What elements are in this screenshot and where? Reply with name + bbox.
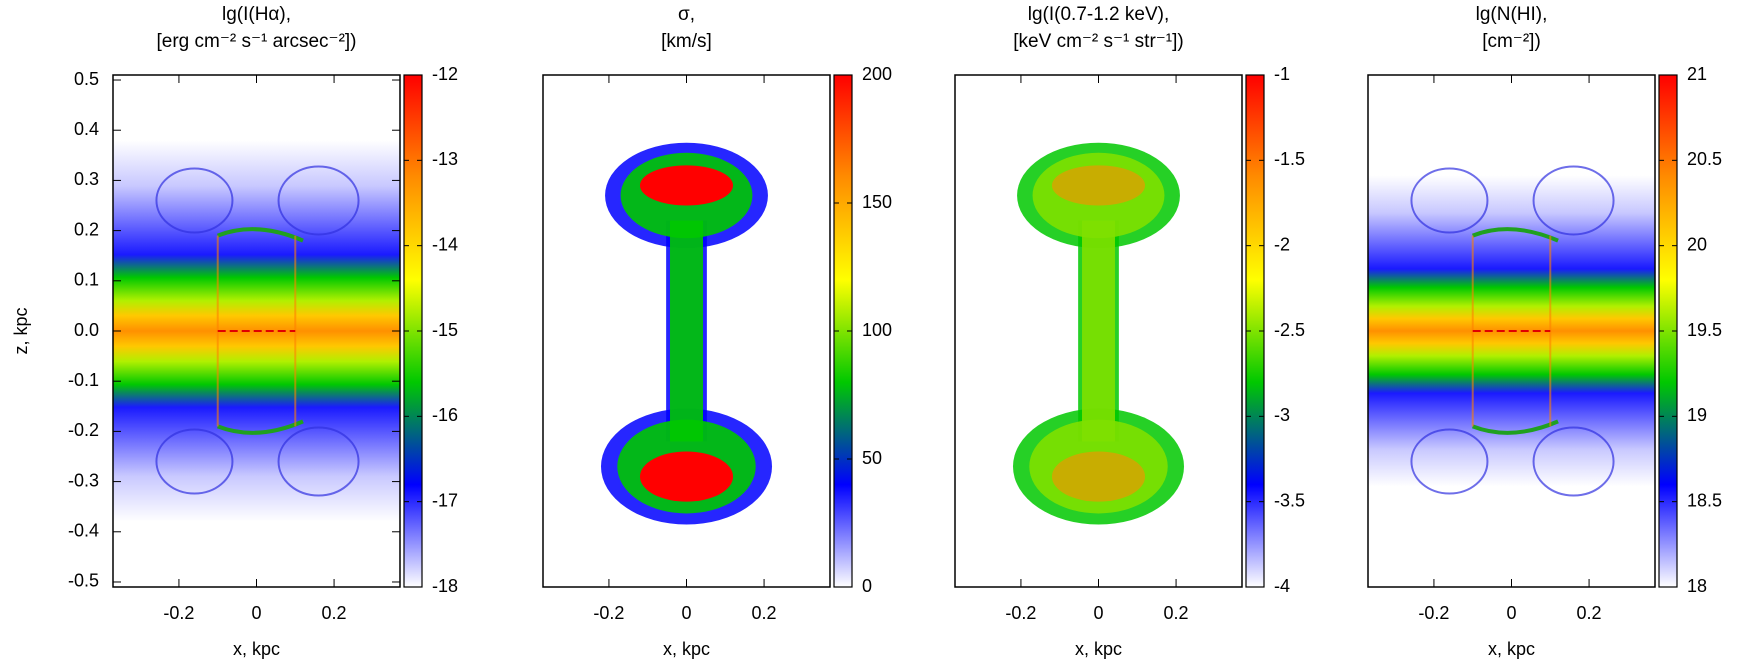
panel-title: [cm⁻²]) — [1482, 31, 1541, 52]
colorbar-tick-label: -14 — [432, 234, 458, 254]
filament — [155, 428, 234, 495]
colorbar-tick-label: -1 — [1274, 64, 1290, 84]
colorbar-tick-label: -4 — [1274, 576, 1290, 596]
filament — [1471, 331, 1552, 427]
x-tick-label: 0 — [681, 603, 691, 623]
y-tick-label: 0.0 — [74, 320, 99, 340]
x-tick-label: -0.2 — [593, 603, 624, 623]
panel-title: [km/s] — [661, 31, 712, 52]
panel: -0.2 0 0.2 x, kpc lg(I(0.7-1.2 keV), [keV cm⁻… — [954, 4, 1305, 659]
colorbar-tick-label: -16 — [432, 405, 458, 425]
x-axis-label: x, kpc — [663, 639, 710, 659]
panel-title: lg(I(0.7-1.2 keV), — [1028, 4, 1170, 25]
y-tick-label: -0.4 — [68, 521, 99, 541]
x-tick-label: 0.2 — [1577, 603, 1602, 623]
x-tick-label: 0 — [1506, 603, 1516, 623]
filament — [216, 235, 297, 331]
filament — [1410, 428, 1489, 495]
x-tick-label: 0.2 — [752, 603, 777, 623]
colorbar-tick-label: -3.5 — [1274, 490, 1305, 510]
colorbar-tick-label: -17 — [432, 490, 458, 510]
panel-title: lg(N(HI), — [1476, 4, 1548, 25]
panel-title: [keV cm⁻² s⁻¹ str⁻¹]) — [1013, 31, 1183, 52]
x-tick-label: 0 — [1093, 603, 1103, 623]
x-tick-label: 0.2 — [1164, 603, 1189, 623]
colorbar-tick-label: -18 — [432, 576, 458, 596]
colorbar-tick-label: 18.5 — [1687, 490, 1722, 510]
panel-title: [erg cm⁻² s⁻¹ arcsec⁻²]) — [156, 31, 356, 52]
y-tick-label: -0.2 — [68, 420, 99, 440]
colorbar-tick-label: 20.5 — [1687, 149, 1722, 169]
filament — [277, 426, 360, 497]
x-tick-label: -0.2 — [1005, 603, 1036, 623]
colorbar-tick-label: 18 — [1687, 576, 1707, 596]
panel: -0.2 0 0.2 x, kpc σ, [km/s] 0 50 100 150 200 — [542, 4, 892, 659]
filament — [1532, 426, 1615, 497]
x-tick-label: 0 — [251, 603, 261, 623]
colorbar-tick-label: 0 — [862, 576, 872, 596]
panel: -0.2 0 0.2 -0.5 -0.4 -0.3 -0.2 -0.1 0.0 0.1 0.2 0.3… — [11, 4, 458, 659]
heatmap — [543, 75, 830, 587]
x-axis-label: x, kpc — [1075, 639, 1122, 659]
colorbar-tick-label: -2 — [1274, 234, 1290, 254]
y-tick-label: 0.1 — [74, 270, 99, 290]
panel-title: σ, — [678, 4, 695, 25]
jet — [670, 220, 703, 442]
y-tick-label: -0.3 — [68, 470, 99, 490]
x-tick-label: -0.2 — [1418, 603, 1449, 623]
colorbar-tick-label: 20 — [1687, 234, 1707, 254]
filament — [216, 419, 304, 435]
lobe-core — [1051, 165, 1146, 206]
y-tick-label: 0.2 — [74, 219, 99, 239]
y-tick-label: 0.4 — [74, 119, 99, 139]
heatmap — [113, 75, 400, 587]
panel-title: lg(I(Hα), — [222, 4, 291, 25]
colorbar-tick-label: 200 — [862, 64, 892, 84]
lobe-core — [639, 451, 734, 502]
colorbar-tick-label: 50 — [862, 448, 882, 468]
lobe-core — [639, 165, 734, 206]
colorbar-tick-label: -13 — [432, 149, 458, 169]
colorbar-tick-label: 21 — [1687, 64, 1707, 84]
colorbar-tick-label: -2.5 — [1274, 320, 1305, 340]
colorbar-tick-label: 150 — [862, 192, 892, 212]
x-tick-label: 0.2 — [322, 603, 347, 623]
colorbar-tick-label: 19.5 — [1687, 320, 1722, 340]
filament — [1471, 235, 1552, 331]
colorbar-tick-label: -15 — [432, 320, 458, 340]
filament — [1471, 419, 1559, 435]
colorbar-tick-label: 100 — [862, 320, 892, 340]
colorbar-tick-label: -1.5 — [1274, 149, 1305, 169]
y-tick-label: 0.5 — [74, 69, 99, 89]
colorbar-tick-label: 19 — [1687, 405, 1707, 425]
x-axis-label: x, kpc — [233, 639, 280, 659]
filament — [1471, 227, 1559, 243]
colorbar-tick-label: -12 — [432, 64, 458, 84]
lobe-core — [1051, 451, 1146, 502]
filament — [155, 167, 234, 234]
filament — [277, 165, 360, 236]
filament — [216, 227, 304, 243]
jet — [1082, 220, 1115, 442]
filament — [1410, 167, 1489, 234]
x-tick-label: -0.2 — [163, 603, 194, 623]
heatmap — [955, 75, 1242, 587]
filament — [1532, 165, 1615, 236]
y-axis-label: z, kpc — [11, 307, 31, 354]
heatmap — [1368, 75, 1655, 587]
y-tick-label: -0.5 — [68, 571, 99, 591]
filament — [216, 331, 297, 427]
panel: -0.2 0 0.2 x, kpc lg(N(HI), [cm⁻²]) 18 18.5 19 19… — [1367, 4, 1722, 659]
y-tick-label: 0.3 — [74, 169, 99, 189]
y-tick-label: -0.1 — [68, 370, 99, 390]
colorbar-tick-label: -3 — [1274, 405, 1290, 425]
x-axis-label: x, kpc — [1488, 639, 1535, 659]
